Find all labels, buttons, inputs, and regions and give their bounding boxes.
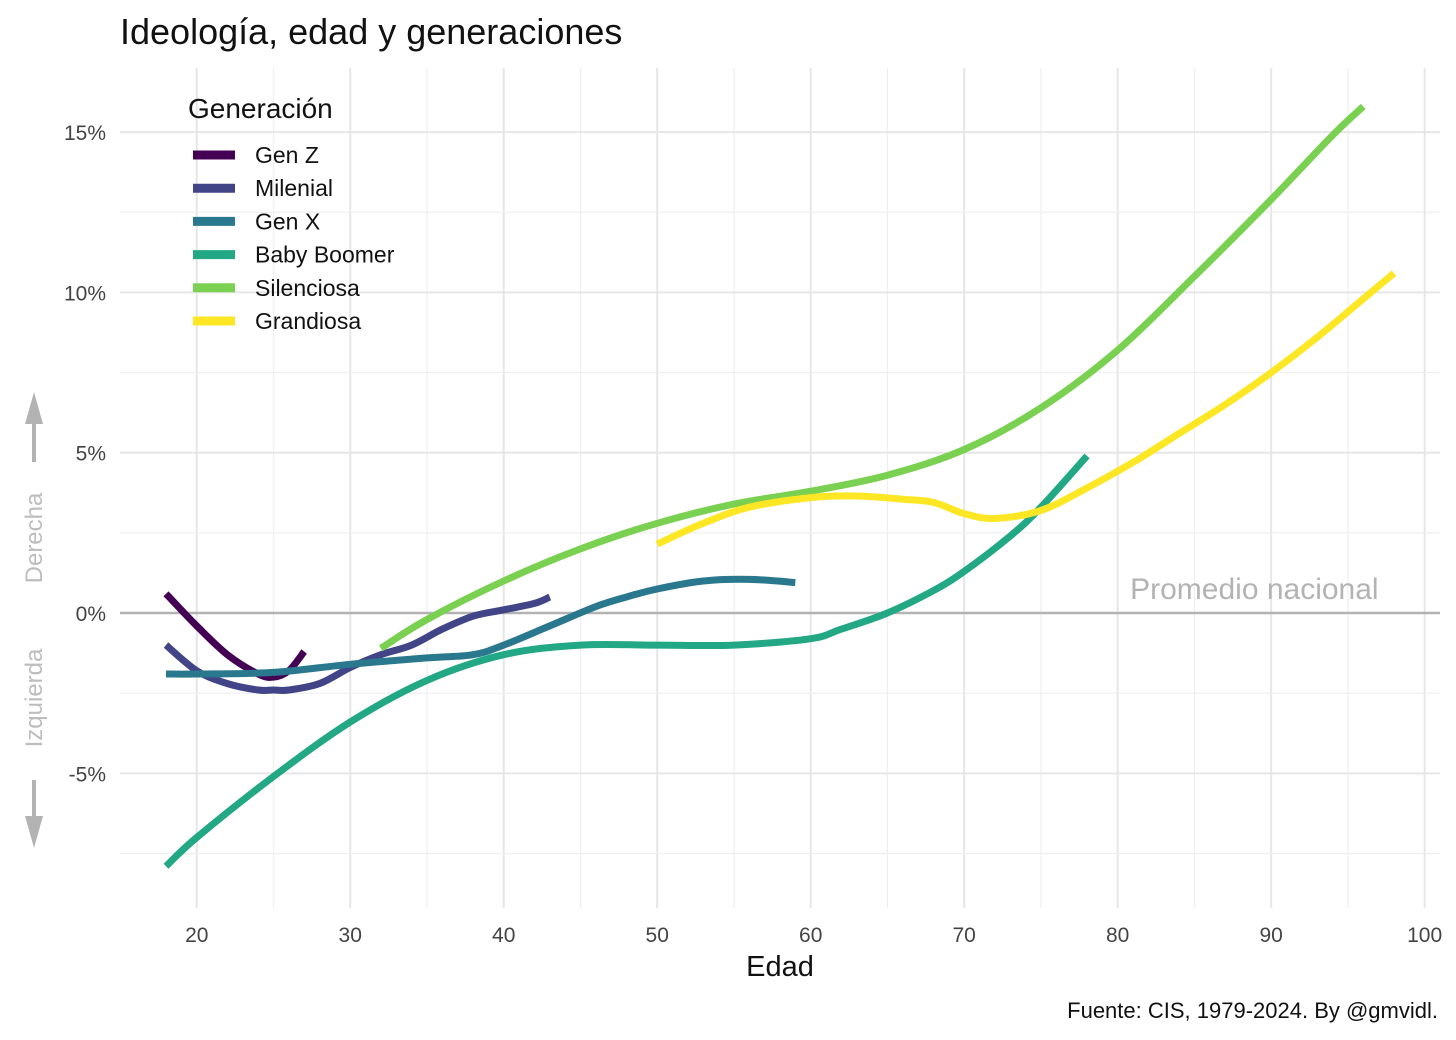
right-label: Derecha	[21, 492, 48, 583]
legend-items: Gen Z Milenial Gen X Baby Boomer Silenciosa G…	[193, 142, 395, 334]
legend-title: Generación	[188, 93, 333, 124]
chart-title: Ideología, edad y generaciones	[120, 11, 622, 52]
reference-line-label: Promedio nacional	[1130, 573, 1378, 606]
direction-indicator: Derecha Izquierda	[21, 392, 48, 848]
series-line-grandiosa	[655, 270, 1397, 548]
grid	[120, 68, 1440, 908]
legend-label: Gen Z	[255, 142, 319, 168]
series-line-gen-x	[165, 575, 796, 678]
legend-label: Baby Boomer	[255, 242, 395, 268]
x-tick-label: 70	[953, 924, 976, 947]
y-axis-ticks: -5% 0% 5% 10% 15%	[64, 122, 106, 786]
x-tick-label: 90	[1259, 924, 1282, 947]
series-lines	[163, 103, 1397, 869]
legend: Generación Gen Z Milenial Gen X Baby Boomer…	[188, 93, 395, 334]
caption: Fuente: CIS, 1979-2024. By @gmvidl.	[1067, 998, 1438, 1023]
y-tick-label: 0%	[76, 603, 106, 626]
left-label: Izquierda	[21, 648, 48, 747]
legend-item: Gen Z	[193, 142, 319, 168]
legend-label: Gen X	[255, 208, 320, 234]
x-axis-title: Edad	[746, 951, 814, 983]
x-tick-label: 20	[185, 924, 208, 947]
legend-label: Silenciosa	[255, 275, 360, 301]
x-tick-label: 80	[1106, 924, 1129, 947]
legend-item: Baby Boomer	[193, 242, 395, 268]
legend-item: Grandiosa	[193, 308, 361, 334]
legend-item: Gen X	[193, 208, 320, 234]
legend-label: Milenial	[255, 175, 333, 201]
y-tick-label: -5%	[69, 763, 106, 786]
x-axis-ticks: 20 30 40 50 60 70 80 90 100	[185, 924, 1442, 947]
y-tick-label: 10%	[64, 282, 106, 305]
x-tick-label: 40	[492, 924, 515, 947]
y-tick-label: 5%	[76, 443, 106, 466]
legend-label: Grandiosa	[255, 308, 361, 334]
arrow-down-icon	[25, 780, 43, 848]
legend-item: Milenial	[193, 175, 333, 201]
y-tick-label: 15%	[64, 122, 106, 145]
series-line-baby-boomer	[163, 453, 1090, 869]
arrow-up-icon	[25, 392, 43, 462]
x-tick-label: 60	[799, 924, 822, 947]
series-line-silenciosa	[379, 103, 1366, 652]
x-tick-label: 30	[339, 924, 362, 947]
x-tick-label: 100	[1407, 924, 1442, 947]
legend-item: Silenciosa	[193, 275, 360, 301]
x-tick-label: 50	[646, 924, 669, 947]
